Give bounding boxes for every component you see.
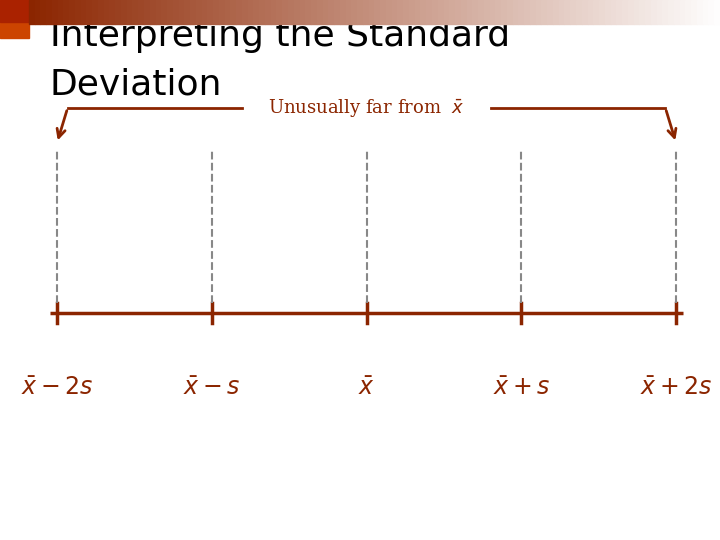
Text: Deviation: Deviation — [50, 68, 222, 102]
Text: $\bar{x} + 2s$: $\bar{x} + 2s$ — [640, 377, 712, 400]
Text: $\bar{x} + s$: $\bar{x} + s$ — [492, 377, 550, 400]
Text: Interpreting the Standard: Interpreting the Standard — [50, 19, 510, 53]
Text: Unusually far from  $\bar{x}$: Unusually far from $\bar{x}$ — [269, 97, 464, 119]
Text: $\bar{x} - 2s$: $\bar{x} - 2s$ — [21, 377, 93, 400]
Text: $\bar{x} - s$: $\bar{x} - s$ — [183, 377, 240, 400]
Text: $\bar{x}$: $\bar{x}$ — [358, 377, 375, 400]
